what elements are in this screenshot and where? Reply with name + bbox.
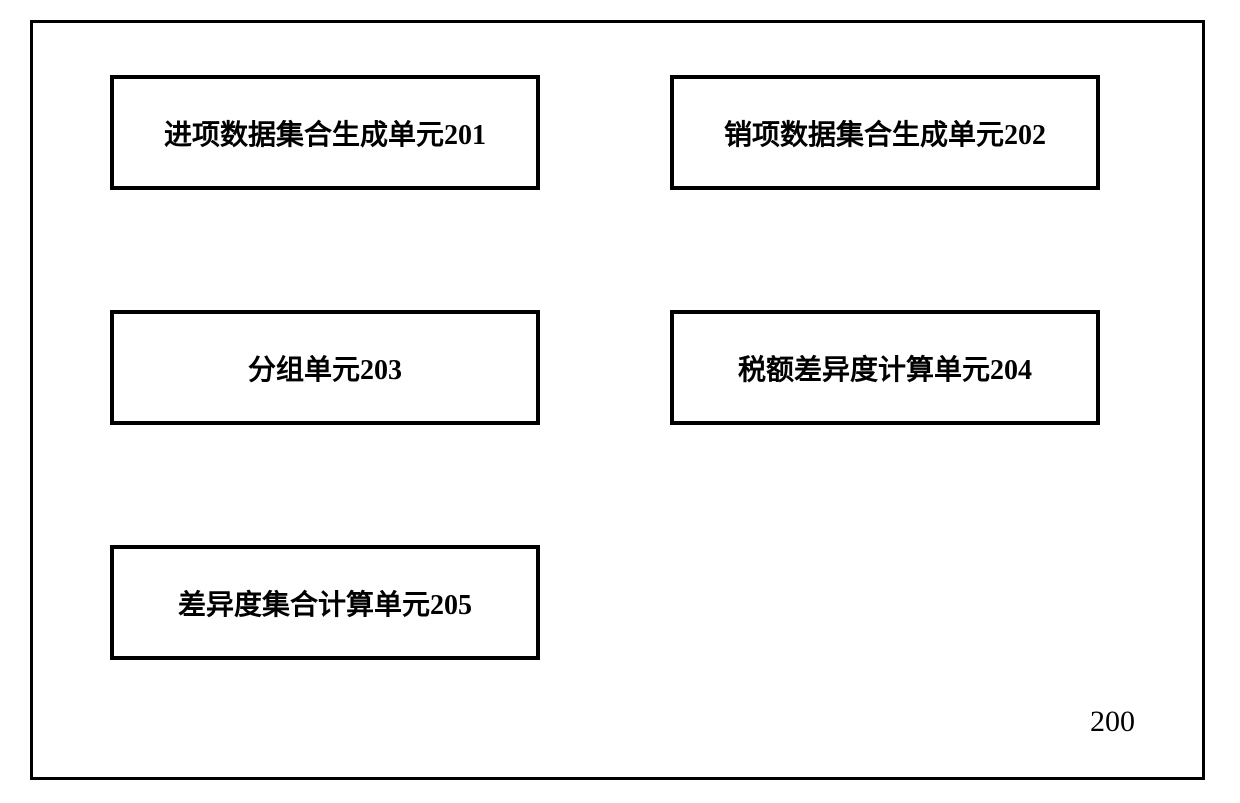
block-202: 销项数据集合生成单元202: [670, 75, 1100, 190]
block-202-label: 销项数据集合生成单元202: [724, 113, 1046, 153]
block-203-label: 分组单元203: [248, 348, 402, 388]
block-205: 差异度集合计算单元205: [110, 545, 540, 660]
block-204-label: 税额差异度计算单元204: [738, 348, 1032, 388]
block-201: 进项数据集合生成单元201: [110, 75, 540, 190]
block-201-label: 进项数据集合生成单元201: [164, 113, 486, 153]
block-203: 分组单元203: [110, 310, 540, 425]
block-204: 税额差异度计算单元204: [670, 310, 1100, 425]
block-205-label: 差异度集合计算单元205: [178, 583, 472, 623]
diagram-id-label: 200: [1090, 705, 1135, 739]
